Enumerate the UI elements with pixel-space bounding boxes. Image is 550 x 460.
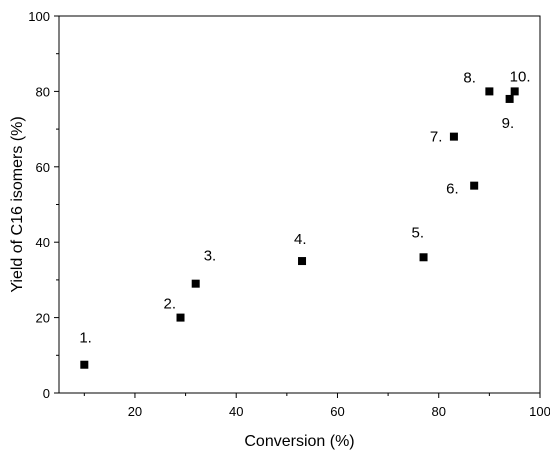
y-tick-label: 0 [43, 386, 50, 401]
x-tick-label: 80 [432, 404, 446, 419]
data-point [485, 87, 494, 96]
axis-ticks: 20 40 60 80 100 0 20 40 60 80 100 [28, 9, 550, 419]
point-label: 8. [463, 69, 476, 86]
y-tick-label: 80 [36, 84, 50, 99]
point-label: 3. [204, 248, 217, 265]
data-point [419, 253, 428, 262]
data-point [510, 87, 519, 96]
point-label: 10. [510, 68, 531, 85]
y-axis-label: Yield of C16 isomers (%) [9, 116, 26, 292]
y-tick-label: 100 [28, 9, 50, 24]
point-label: 5. [412, 224, 425, 241]
data-points: 1. 2. 3. 4. 5. 6. 7. 8. 9. 10. [79, 68, 531, 369]
x-tick-label: 100 [529, 404, 550, 419]
data-point [470, 181, 479, 190]
data-point [80, 360, 89, 369]
point-label: 6. [446, 181, 459, 198]
x-tick-label: 40 [229, 404, 243, 419]
point-label: 9. [502, 115, 515, 132]
data-point [449, 132, 458, 141]
y-tick-label: 40 [36, 235, 50, 250]
point-label: 1. [79, 330, 92, 347]
point-label: 2. [164, 296, 177, 313]
data-point [505, 94, 514, 103]
x-tick-label: 20 [128, 404, 142, 419]
point-label: 4. [294, 231, 307, 248]
x-axis-label: Conversion (%) [244, 433, 354, 450]
y-tick-label: 60 [36, 160, 50, 175]
data-point [298, 257, 307, 266]
point-label: 7. [430, 129, 443, 146]
data-point [191, 279, 200, 288]
x-tick-label: 60 [330, 404, 344, 419]
data-point [176, 313, 185, 322]
y-tick-label: 20 [36, 311, 50, 326]
